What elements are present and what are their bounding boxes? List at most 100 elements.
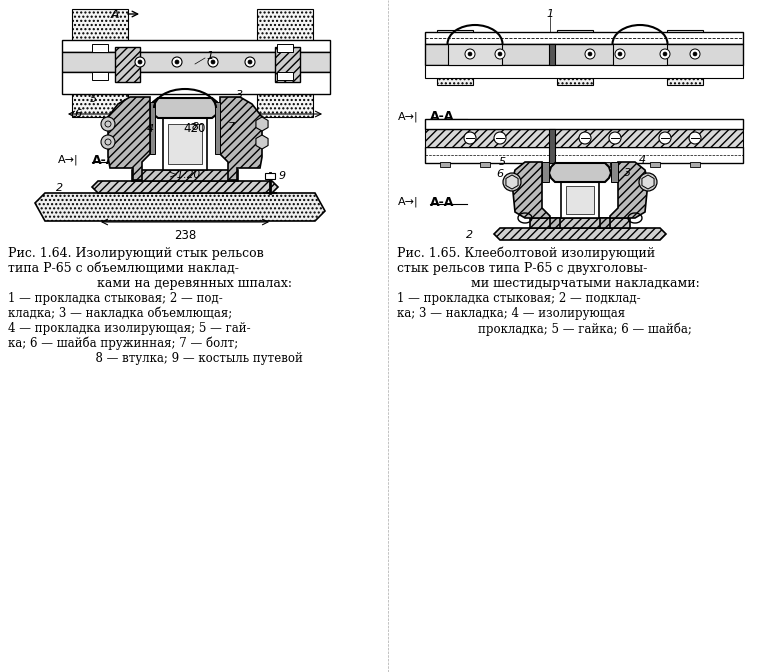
Text: 1: 1: [206, 51, 214, 61]
Bar: [611, 162, 618, 182]
Circle shape: [208, 57, 218, 67]
Text: ка; 6 — шайба пружинная; 7 — болт;: ка; 6 — шайба пружинная; 7 — болт;: [8, 337, 238, 351]
Polygon shape: [600, 162, 648, 228]
Text: 420: 420: [184, 122, 206, 135]
Text: А→|: А→|: [58, 155, 79, 165]
Bar: [425, 44, 743, 65]
Circle shape: [465, 49, 475, 59]
Circle shape: [248, 60, 252, 64]
Bar: [425, 32, 743, 44]
Bar: [557, 30, 593, 85]
Text: А-А: А-А: [430, 196, 454, 208]
Bar: [530, 218, 630, 228]
Circle shape: [135, 57, 145, 67]
Bar: [92, 44, 108, 52]
Polygon shape: [151, 98, 219, 118]
Text: 7: 7: [229, 122, 236, 132]
Circle shape: [615, 49, 625, 59]
Text: 238: 238: [173, 229, 196, 242]
Text: А→|: А→|: [398, 112, 419, 122]
Text: стык рельсов типа Р-65 с двухголовы-: стык рельсов типа Р-65 с двухголовы-: [397, 262, 647, 275]
Circle shape: [464, 132, 476, 144]
Text: ми шестидырчатыми накладками:: ми шестидырчатыми накладками:: [471, 277, 699, 290]
Circle shape: [211, 60, 215, 64]
Circle shape: [639, 173, 657, 191]
Circle shape: [579, 132, 591, 144]
Text: 9: 9: [279, 171, 286, 181]
Text: Рис. 1.65. Клееболтовой изолирующий: Рис. 1.65. Клееболтовой изолирующий: [397, 247, 655, 261]
Text: 5: 5: [89, 94, 96, 104]
Bar: [132, 170, 238, 181]
Bar: [566, 186, 594, 214]
Text: 8: 8: [191, 122, 198, 132]
Polygon shape: [256, 117, 268, 131]
Text: 1 — прокладка стыковая; 2 — под-: 1 — прокладка стыковая; 2 — под-: [8, 292, 223, 305]
Bar: [150, 102, 155, 154]
Polygon shape: [506, 175, 518, 189]
Text: А-А: А-А: [430, 110, 454, 124]
Bar: [440, 162, 450, 167]
Bar: [425, 65, 743, 78]
Text: А: А: [110, 7, 119, 21]
Bar: [448, 44, 502, 65]
Text: 4: 4: [639, 155, 646, 165]
Polygon shape: [220, 97, 262, 180]
Text: А-А: А-А: [92, 153, 117, 167]
Circle shape: [495, 49, 505, 59]
Circle shape: [659, 132, 671, 144]
Polygon shape: [256, 135, 268, 149]
Text: 4: 4: [146, 124, 153, 134]
Text: 4 — прокладка изолирующая; 5 — гай-: 4 — прокладка изолирующая; 5 — гай-: [8, 322, 251, 335]
Bar: [277, 44, 293, 52]
Polygon shape: [35, 193, 325, 221]
Text: Рис. 1.64. Изолирующий стык рельсов: Рис. 1.64. Изолирующий стык рельсов: [8, 247, 264, 260]
Circle shape: [138, 60, 142, 64]
Bar: [72, 9, 128, 117]
Bar: [549, 129, 555, 163]
Text: 6: 6: [75, 109, 82, 119]
Text: 3: 3: [625, 168, 632, 178]
Text: А→|: А→|: [398, 197, 419, 207]
Circle shape: [618, 52, 622, 56]
Bar: [62, 40, 330, 52]
Polygon shape: [642, 175, 654, 189]
Text: 6: 6: [496, 169, 503, 179]
Polygon shape: [108, 97, 150, 180]
Circle shape: [609, 132, 621, 144]
Circle shape: [175, 60, 179, 64]
Text: ка; 3 — накладка; 4 — изолирующая: ка; 3 — накладка; 4 — изолирующая: [397, 307, 626, 320]
Text: 1 — прокладка стыковая; 2 — подклад-: 1 — прокладка стыковая; 2 — подклад-: [397, 292, 640, 305]
Bar: [561, 182, 599, 218]
Text: 1: 1: [546, 9, 554, 19]
Circle shape: [101, 135, 115, 149]
Bar: [257, 9, 313, 117]
Circle shape: [690, 49, 700, 59]
Bar: [549, 44, 555, 65]
Text: кладка; 3 — накладка объемлющая;: кладка; 3 — накладка объемлющая;: [8, 307, 233, 320]
Text: 2: 2: [467, 230, 474, 240]
Circle shape: [585, 49, 595, 59]
Bar: [542, 162, 549, 182]
Polygon shape: [494, 228, 666, 240]
Bar: [115, 47, 140, 82]
Bar: [600, 162, 610, 167]
Bar: [277, 72, 293, 80]
Bar: [62, 52, 330, 72]
Bar: [425, 119, 743, 129]
Circle shape: [689, 132, 701, 144]
Bar: [163, 118, 207, 170]
Circle shape: [468, 52, 472, 56]
Text: ками на деревянных шпалах:: ками на деревянных шпалах:: [97, 277, 293, 290]
Bar: [265, 173, 275, 179]
Bar: [425, 129, 743, 147]
Bar: [275, 47, 300, 82]
Polygon shape: [92, 181, 278, 193]
Bar: [437, 30, 473, 85]
Text: 3: 3: [237, 90, 244, 100]
Text: >1:20: >1:20: [169, 170, 201, 180]
Bar: [215, 102, 220, 154]
Circle shape: [693, 52, 697, 56]
Circle shape: [498, 52, 502, 56]
Bar: [690, 162, 700, 167]
Text: 8 — втулка; 9 — костыль путевой: 8 — втулка; 9 — костыль путевой: [88, 352, 303, 365]
